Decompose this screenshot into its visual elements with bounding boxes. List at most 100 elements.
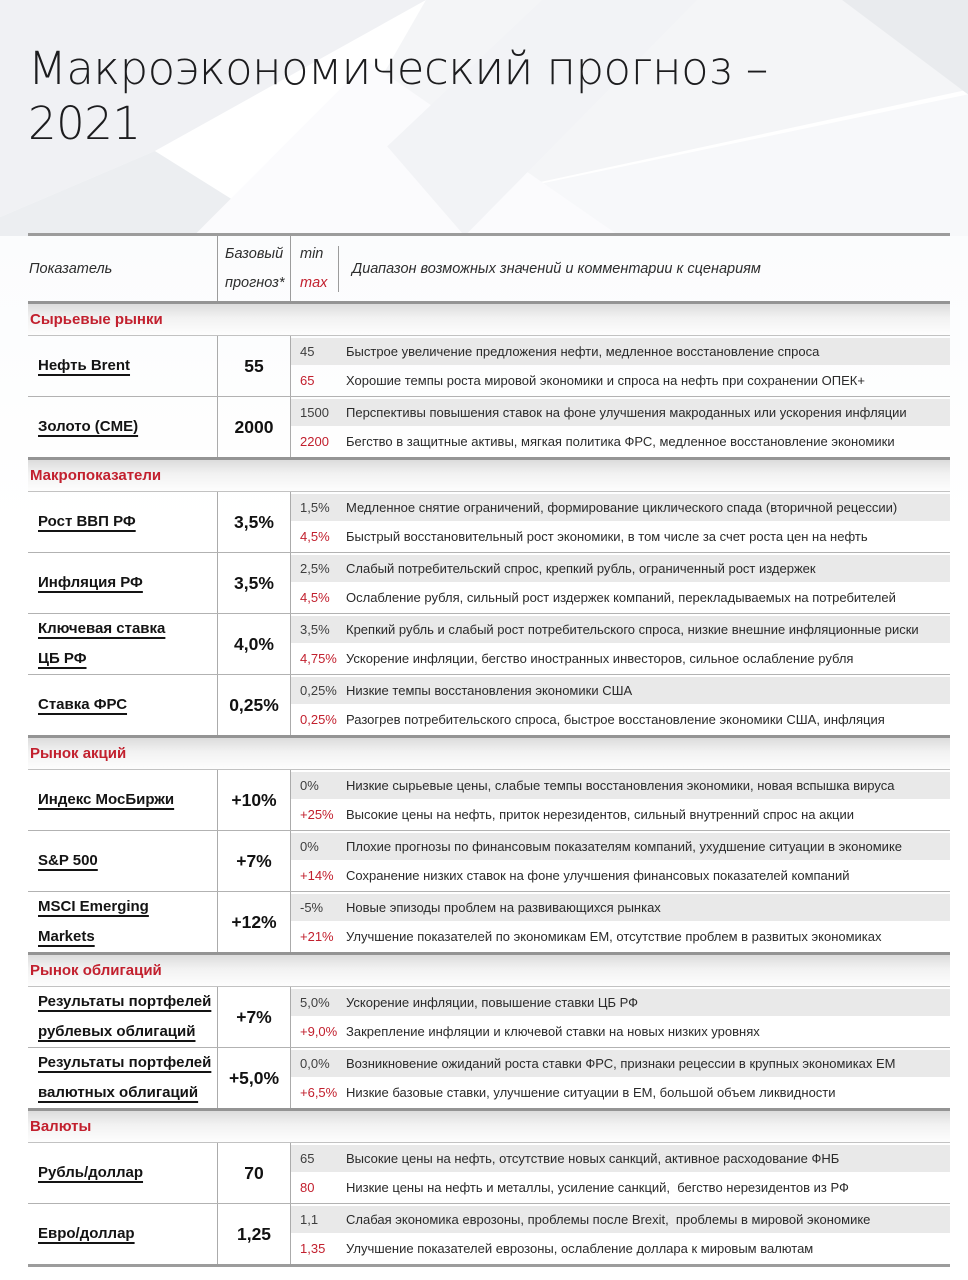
table-row: Евро/доллар 1,25 1,1 Слабая экономика ев…: [28, 1203, 950, 1264]
min-value: 65: [300, 1151, 315, 1166]
max-comment: Высокие цены на нефть, приток нерезидент…: [346, 807, 855, 822]
max-scenario-row: +25% Высокие цены на нефть, приток нерез…: [291, 801, 950, 828]
table-row: Индекс МосБиржи +10% 0% Низкие сырьевые …: [28, 770, 950, 830]
base-forecast-cell: 2000: [217, 397, 291, 457]
min-scenario-row: 0,0% Возникновение ожиданий роста ставки…: [291, 1050, 950, 1077]
min-value: 3,5%: [300, 622, 330, 637]
max-comment: Сохранение низких ставок на фоне улучшен…: [346, 868, 850, 883]
max-comment: Низкие базовые ставки, улучшение ситуаци…: [346, 1085, 836, 1100]
max-value: 0,25%: [300, 712, 337, 727]
header-column-divider: [338, 245, 339, 292]
scenarios-cell: 5,0% Ускорение инфляции, повышение ставк…: [291, 987, 950, 1047]
max-comment: Закрепление инфляции и ключевой ставки н…: [346, 1024, 760, 1039]
section-rows: Рост ВВП РФ 3,5% 1,5% Медленное снятие о…: [28, 492, 950, 735]
max-value: 2200: [300, 434, 329, 449]
base-forecast-value: 70: [244, 1162, 264, 1183]
scenarios-cell: 2,5% Слабый потребительский спрос, крепк…: [291, 553, 950, 613]
header-base-line2: прогноз*: [225, 274, 285, 291]
min-scenario-row: 1,5% Медленное снятие ограничений, форми…: [291, 494, 950, 521]
max-comment: Разогрев потребительского спроса, быстро…: [346, 712, 885, 727]
base-forecast-cell: +7%: [217, 831, 291, 891]
base-forecast-value: 3,5%: [234, 572, 274, 593]
base-forecast-value: +5,0%: [228, 1067, 280, 1088]
indicator-cell: Результаты портфелей валютных облигаций: [28, 1048, 217, 1108]
base-forecast-cell: +5,0%: [217, 1048, 291, 1108]
min-scenario-row: 1500 Перспективы повышения ставок на фон…: [291, 399, 950, 426]
section-header-band: Валюты: [28, 1108, 950, 1143]
base-forecast-value: 55: [244, 355, 264, 376]
min-value: 1500: [300, 405, 329, 420]
max-comment: Ослабление рубля, сильный рост издержек …: [346, 590, 896, 605]
indicator-name: Рубль/доллар: [38, 1164, 144, 1181]
indicator-name: Ставка ФРС: [38, 696, 128, 713]
base-forecast-value: +7%: [236, 850, 272, 871]
table-section: Рынок акций Индекс МосБиржи +10% 0% Низк…: [28, 735, 950, 952]
section-rows: Рубль/доллар 70 65 Высокие цены на нефть…: [28, 1143, 950, 1264]
page-title: Макроэкономический прогноз – 2021: [28, 42, 940, 152]
indicator-name: Золото (CME): [38, 418, 139, 435]
header-base-forecast-cell: Базовый прогноз*: [217, 236, 291, 301]
table-row: Ключевая ставка ЦБ РФ 4,0% 3,5% Крепкий …: [28, 613, 950, 674]
min-comment: Слабая экономика еврозоны, проблемы посл…: [346, 1212, 871, 1227]
table-row: Золото (CME) 2000 1500 Перспективы повыш…: [28, 396, 950, 457]
base-forecast-value: 2000: [234, 416, 274, 437]
min-value: 1,5%: [300, 500, 330, 515]
table-section: Макропоказатели Рост ВВП РФ 3,5% 1,5% Ме…: [28, 457, 950, 735]
forecast-table: Показатель Базовый прогноз* min max Диап…: [28, 233, 950, 1267]
base-forecast-value: +12%: [231, 911, 277, 932]
section-header-band: Макропоказатели: [28, 457, 950, 492]
indicator-cell: Золото (CME): [28, 397, 217, 457]
min-value: 5,0%: [300, 995, 330, 1010]
max-comment: Быстрый восстановительный рост экономики…: [346, 529, 868, 544]
max-scenario-row: 1,35 Улучшение показателей еврозоны, осл…: [291, 1235, 950, 1262]
base-forecast-cell: 0,25%: [217, 675, 291, 735]
indicator-cell: Индекс МосБиржи: [28, 770, 217, 830]
indicator-cell: Ключевая ставка ЦБ РФ: [28, 614, 217, 674]
table-header-row: Показатель Базовый прогноз* min max Диап…: [28, 236, 950, 301]
base-forecast-cell: 3,5%: [217, 492, 291, 552]
header-base-line1: Базовый: [225, 245, 284, 262]
max-value: +14%: [300, 868, 334, 883]
indicator-cell: Нефть Brent: [28, 336, 217, 396]
scenarios-cell: 1,5% Медленное снятие ограничений, форми…: [291, 492, 950, 552]
section-header-band: Рынок акций: [28, 735, 950, 770]
base-forecast-value: 4,0%: [234, 633, 274, 654]
header-indicator-cell: Показатель: [28, 236, 217, 301]
base-forecast-value: 1,25: [236, 1223, 272, 1244]
indicator-cell: Инфляция РФ: [28, 553, 217, 613]
max-value: 4,5%: [300, 590, 330, 605]
indicator-cell: MSCI Emerging Markets: [28, 892, 217, 952]
max-value: +21%: [300, 929, 334, 944]
header-comment-cell: Диапазон возможных значений и комментари…: [339, 236, 950, 301]
section-header-band: Сырьевые рынки: [28, 301, 950, 336]
indicator-name: Результаты портфелей валютных облигаций: [38, 1054, 212, 1101]
section-title: Валюты: [30, 1118, 92, 1135]
indicator-cell: Рубль/доллар: [28, 1143, 217, 1203]
table-section: Сырьевые рынки Нефть Brent 55 45 Быстрое…: [28, 301, 950, 457]
max-scenario-row: 4,5% Быстрый восстановительный рост экон…: [291, 523, 950, 550]
max-scenario-row: +21% Улучшение показателей по экономикам…: [291, 923, 950, 950]
min-scenario-row: 1,1 Слабая экономика еврозоны, проблемы …: [291, 1206, 950, 1233]
indicator-name: MSCI Emerging Markets: [38, 898, 149, 945]
scenarios-cell: 0% Плохие прогнозы по финансовым показат…: [291, 831, 950, 891]
max-value: 1,35: [300, 1241, 326, 1256]
header-indicator-label: Показатель: [29, 260, 113, 277]
max-value: 80: [300, 1180, 315, 1195]
table-section: Рынок облигаций Результаты портфелей руб…: [28, 952, 950, 1108]
min-comment: Низкие темпы восстановления экономики СШ…: [346, 683, 633, 698]
max-value: +25%: [300, 807, 334, 822]
indicator-name: Рост ВВП РФ: [38, 513, 136, 530]
min-value: 2,5%: [300, 561, 330, 576]
max-value: 4,75%: [300, 651, 337, 666]
max-scenario-row: 2200 Бегство в защитные активы, мягкая п…: [291, 428, 950, 455]
indicator-name: Нефть Brent: [38, 357, 131, 374]
base-forecast-cell: 70: [217, 1143, 291, 1203]
header-comment-label: Диапазон возможных значений и комментари…: [352, 260, 761, 277]
background-pattern: [0, 0, 968, 236]
base-forecast-cell: +7%: [217, 987, 291, 1047]
section-title: Рынок облигаций: [30, 962, 162, 979]
max-scenario-row: 65 Хорошие темпы роста мировой экономики…: [291, 367, 950, 394]
max-value: +6,5%: [300, 1085, 338, 1100]
max-comment: Хорошие темпы роста мировой экономики и …: [346, 373, 865, 388]
